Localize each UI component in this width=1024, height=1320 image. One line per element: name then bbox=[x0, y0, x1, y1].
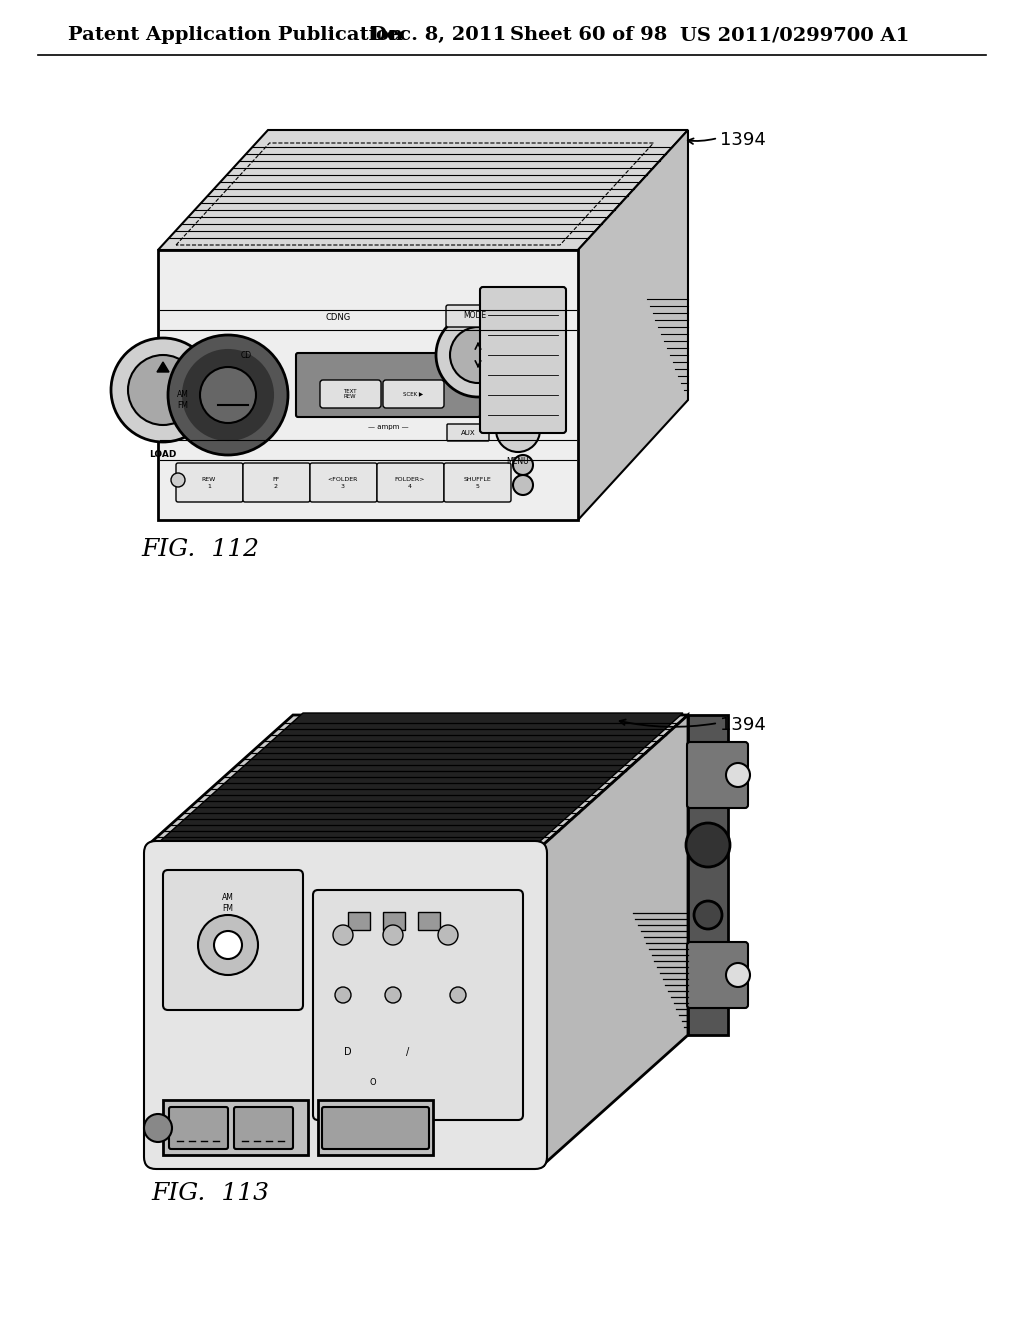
FancyBboxPatch shape bbox=[480, 286, 566, 433]
Circle shape bbox=[694, 902, 722, 929]
Circle shape bbox=[198, 915, 258, 975]
Bar bbox=[418, 912, 440, 931]
Text: AM
FM: AM FM bbox=[222, 894, 233, 912]
Circle shape bbox=[183, 350, 273, 440]
Text: LOAD: LOAD bbox=[150, 450, 177, 459]
Text: Dec. 8, 2011: Dec. 8, 2011 bbox=[370, 26, 506, 44]
Text: FF
2: FF 2 bbox=[272, 478, 280, 488]
FancyBboxPatch shape bbox=[234, 1107, 293, 1148]
Text: /: / bbox=[407, 1047, 410, 1057]
FancyBboxPatch shape bbox=[176, 463, 243, 502]
Bar bbox=[688, 715, 728, 1035]
Text: FIG.  112: FIG. 112 bbox=[141, 539, 259, 561]
FancyBboxPatch shape bbox=[377, 463, 444, 502]
Polygon shape bbox=[148, 715, 688, 845]
Text: SHUFFLE
5: SHUFFLE 5 bbox=[463, 478, 490, 488]
Text: AUX: AUX bbox=[461, 430, 475, 436]
Circle shape bbox=[128, 355, 198, 425]
Circle shape bbox=[726, 964, 750, 987]
FancyBboxPatch shape bbox=[383, 380, 444, 408]
Circle shape bbox=[450, 327, 506, 383]
Circle shape bbox=[686, 822, 730, 867]
Text: D: D bbox=[344, 1047, 352, 1057]
Circle shape bbox=[200, 367, 256, 422]
Polygon shape bbox=[157, 362, 169, 372]
Circle shape bbox=[171, 473, 185, 487]
Polygon shape bbox=[543, 715, 688, 1166]
Text: AM
FM: AM FM bbox=[177, 391, 189, 409]
Circle shape bbox=[214, 931, 242, 960]
Polygon shape bbox=[158, 713, 683, 843]
FancyBboxPatch shape bbox=[163, 870, 303, 1010]
Text: FIG.  113: FIG. 113 bbox=[151, 1181, 269, 1204]
FancyBboxPatch shape bbox=[144, 841, 547, 1170]
Text: 1394: 1394 bbox=[720, 715, 766, 734]
Circle shape bbox=[726, 763, 750, 787]
Text: REW
1: REW 1 bbox=[202, 478, 216, 488]
Text: CDNG: CDNG bbox=[326, 314, 350, 322]
FancyBboxPatch shape bbox=[447, 424, 489, 441]
Text: <FOLDER
3: <FOLDER 3 bbox=[328, 478, 358, 488]
Bar bbox=[383, 912, 406, 931]
Circle shape bbox=[450, 987, 466, 1003]
Bar bbox=[348, 912, 370, 931]
FancyBboxPatch shape bbox=[169, 1107, 228, 1148]
Circle shape bbox=[385, 987, 401, 1003]
FancyBboxPatch shape bbox=[296, 352, 480, 417]
Bar bbox=[163, 1100, 308, 1155]
Circle shape bbox=[144, 1114, 172, 1142]
Bar bbox=[158, 249, 578, 520]
Polygon shape bbox=[578, 129, 688, 520]
Text: Patent Application Publication: Patent Application Publication bbox=[68, 26, 403, 44]
Bar bbox=[148, 845, 543, 1166]
Text: 1394: 1394 bbox=[720, 131, 766, 149]
FancyBboxPatch shape bbox=[446, 305, 505, 327]
FancyBboxPatch shape bbox=[322, 1107, 429, 1148]
Circle shape bbox=[333, 925, 353, 945]
Circle shape bbox=[383, 925, 403, 945]
Circle shape bbox=[496, 408, 540, 451]
FancyBboxPatch shape bbox=[310, 463, 377, 502]
Circle shape bbox=[335, 987, 351, 1003]
FancyBboxPatch shape bbox=[687, 742, 748, 808]
Text: US 2011/0299700 A1: US 2011/0299700 A1 bbox=[680, 26, 909, 44]
Text: MODE: MODE bbox=[464, 312, 486, 321]
Text: CD: CD bbox=[241, 351, 252, 359]
Circle shape bbox=[513, 475, 534, 495]
Bar bbox=[318, 1100, 433, 1155]
FancyBboxPatch shape bbox=[313, 890, 523, 1119]
Polygon shape bbox=[158, 129, 688, 249]
Circle shape bbox=[513, 455, 534, 475]
Text: O: O bbox=[370, 1078, 376, 1086]
FancyBboxPatch shape bbox=[243, 463, 310, 502]
Text: — ampm —: — ampm — bbox=[368, 424, 409, 430]
Text: SCEK ▶: SCEK ▶ bbox=[402, 392, 423, 396]
Circle shape bbox=[111, 338, 215, 442]
FancyBboxPatch shape bbox=[687, 942, 748, 1008]
Text: TEXT
REW: TEXT REW bbox=[343, 388, 356, 400]
Text: FOLDER>
4: FOLDER> 4 bbox=[395, 478, 425, 488]
Text: MENU: MENU bbox=[507, 457, 529, 466]
Circle shape bbox=[436, 313, 520, 397]
Circle shape bbox=[168, 335, 288, 455]
FancyBboxPatch shape bbox=[319, 380, 381, 408]
Text: Sheet 60 of 98: Sheet 60 of 98 bbox=[510, 26, 668, 44]
FancyBboxPatch shape bbox=[444, 463, 511, 502]
Circle shape bbox=[438, 925, 458, 945]
Circle shape bbox=[503, 313, 509, 319]
